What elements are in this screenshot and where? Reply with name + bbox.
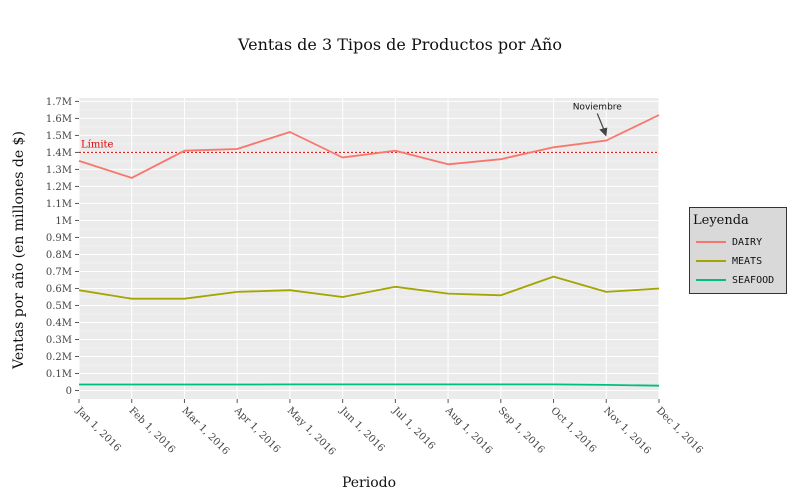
y-tick-label: 0.1M (46, 369, 72, 380)
legend-label-dairy: DAIRY (732, 236, 763, 248)
y-tick-label: 1.5M (46, 131, 72, 142)
y-tick-label: 0.5M (46, 301, 72, 312)
legend-label-seafood: SEAFOOD (732, 274, 775, 286)
x-tick-label: Apr 1, 2016 (231, 405, 282, 456)
y-tick-labels: 0 0.1M 0.2M 0.3M 0.4M 0.5M 0.6M 0.7M 0.8M 0.9M 1M 1… (46, 97, 79, 397)
x-tick-label: May 1, 2016 (285, 405, 337, 457)
y-axis-title: Ventas por año (en millones de $) (11, 131, 27, 370)
legend-swatch-dairy (696, 241, 726, 243)
y-tick-label: 0.3M (46, 335, 72, 346)
y-tick-label: 1.4M (46, 148, 72, 159)
reference-line-label: Límite (81, 139, 114, 150)
x-tick-label: Feb 1, 2016 (127, 405, 177, 455)
y-tick-label: 1M (55, 216, 72, 227)
reference-line-group: Límite (79, 139, 659, 153)
y-tick-label: 0.4M (46, 318, 72, 329)
series-line-seafood (79, 383, 660, 387)
legend-item-meats[interactable]: MEATS (696, 254, 762, 268)
y-tick-label: 1.2M (46, 182, 72, 193)
legend-swatch-meats (696, 260, 726, 262)
x-tick-label: Aug 1, 2016 (442, 405, 494, 457)
x-tick-label: Sep 1, 2016 (496, 405, 547, 456)
annotation-arrow-line (596, 113, 605, 131)
x-tick-label: Nov 1, 2016 (601, 405, 652, 456)
y-tick-label: 0.9M (46, 233, 72, 244)
y-tick-label: 0 (66, 386, 72, 397)
y-tick-label: 1.6M (46, 114, 72, 125)
series-lines (78, 114, 660, 387)
x-tick-labels: Jan 1, 2016 Feb 1, 2016 Mar 1, 2016 Apr 1, … (73, 399, 705, 458)
x-tick-label: Mar 1, 2016 (179, 405, 231, 457)
y-tick-label: 0.6M (46, 284, 72, 295)
x-tick-label: Oct 1, 2016 (548, 405, 598, 455)
annotation-arrow-head (599, 127, 608, 137)
plot-background (79, 98, 659, 399)
x-tick-label: Jan 1, 2016 (73, 405, 122, 454)
series-line-meats (78, 275, 660, 300)
legend-label-meats: MEATS (732, 255, 763, 267)
chart-title: Ventas de 3 Tipos de Productos por Año (237, 35, 562, 54)
annotation-label: Noviembre (573, 103, 623, 113)
y-tick-label: 0.2M (46, 352, 72, 363)
annotation-group: Noviembre (573, 103, 623, 137)
y-tick-label: 1.3M (46, 165, 72, 176)
x-axis-title: Periodo (342, 475, 396, 491)
legend-item-dairy[interactable]: DAIRY (696, 235, 762, 249)
y-tick-label: 1.7M (46, 97, 72, 108)
y-tick-label: 0.8M (46, 250, 72, 261)
x-tick-label: Jun 1, 2016 (337, 405, 387, 455)
y-tick-label: 0.7M (46, 267, 72, 278)
y-tick-label: 1.1M (46, 199, 72, 210)
series-line-dairy (78, 114, 660, 179)
x-tick-label: Jul 1, 2016 (390, 405, 437, 452)
legend-item-seafood[interactable]: SEAFOOD (696, 273, 774, 287)
x-tick-label: Dec 1, 2016 (654, 405, 705, 456)
legend: Leyenda DAIRY MEATS SEAFOOD (689, 207, 787, 294)
legend-swatch-seafood (696, 279, 726, 281)
legend-title: Leyenda (693, 213, 749, 228)
